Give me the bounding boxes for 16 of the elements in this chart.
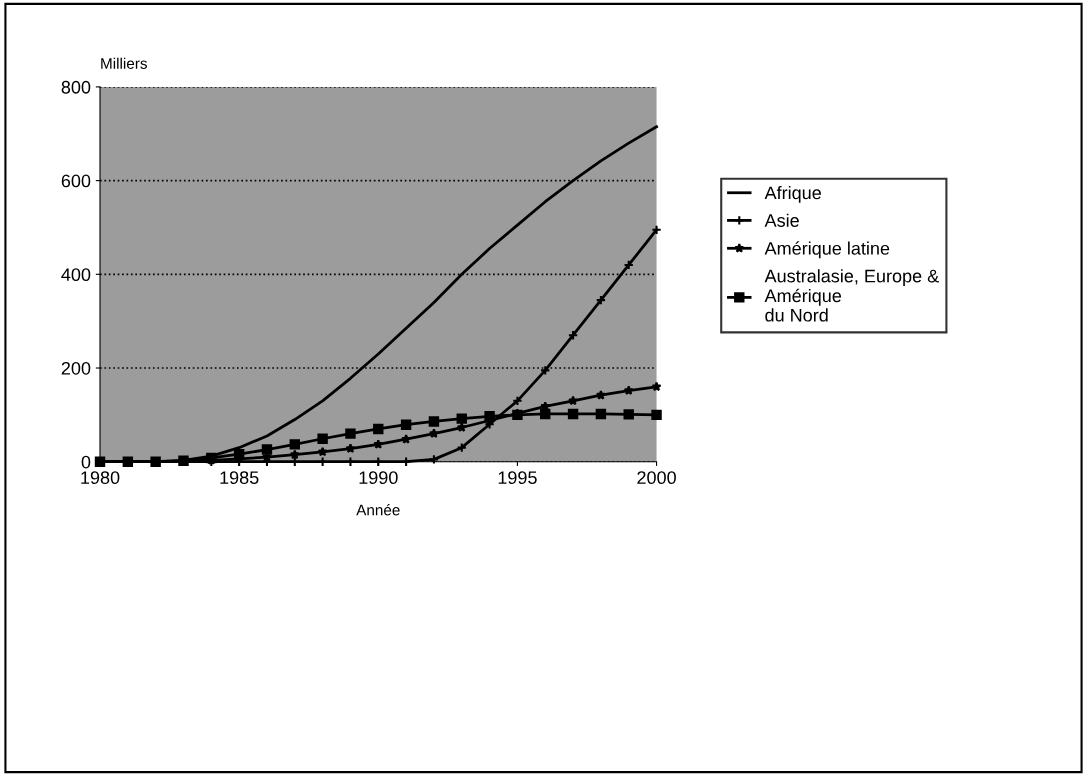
x-tick-label: 1980 [81, 471, 120, 485]
x-axis-title: Année [356, 504, 400, 516]
y-tick-label: 200 [61, 361, 91, 375]
y-axis-title: Milliers [101, 57, 147, 69]
x-tick-label: 1995 [498, 471, 537, 485]
legend-label: Asie [764, 213, 799, 227]
y-tick-label: 400 [61, 268, 91, 282]
x-tick-label: 1990 [359, 471, 398, 485]
x-tick-label: 2000 [637, 471, 676, 485]
x-tick-label: 1985 [220, 471, 259, 485]
y-tick-label: 0 [81, 455, 91, 469]
legend-label: Australasie, Europe & Amérique du Nord [764, 269, 939, 322]
y-tick-label: 600 [61, 174, 91, 188]
legend-label: Amérique latine [764, 241, 890, 259]
legend-label: Afrique [764, 185, 821, 203]
y-tick-label: 800 [61, 80, 91, 94]
